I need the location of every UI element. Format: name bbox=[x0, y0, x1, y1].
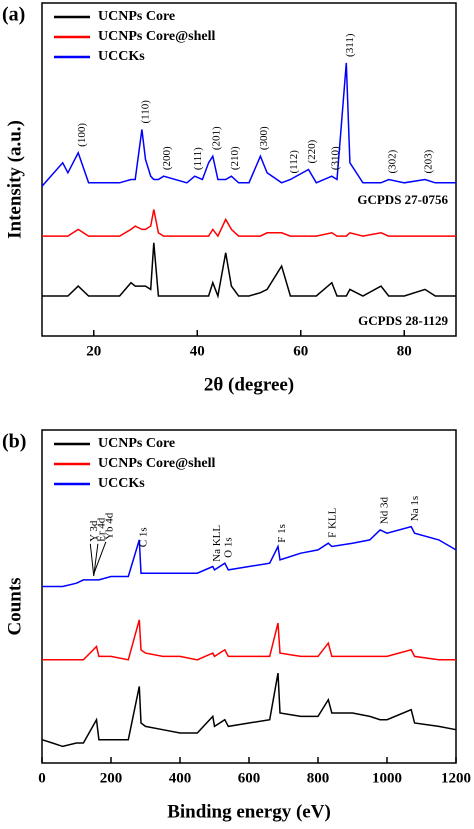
x-tick-label: 20 bbox=[86, 343, 101, 359]
series-line bbox=[42, 525, 457, 588]
peak-label: Y 3d bbox=[88, 520, 100, 542]
peak-label: Er 4d bbox=[95, 517, 107, 542]
peak-label: Na 1s bbox=[409, 496, 421, 521]
x-axis-title: Binding energy (eV) bbox=[167, 801, 331, 822]
series-line bbox=[41, 672, 457, 748]
legend-label: UCCKs bbox=[98, 49, 145, 64]
plot-frame bbox=[41, 2, 457, 337]
peak-label: (300) bbox=[258, 126, 270, 150]
peak-label: (311) bbox=[344, 33, 356, 57]
peak-label: C 1s bbox=[138, 527, 150, 547]
x-tick-label: 0 bbox=[38, 770, 46, 786]
peak-label: Yb 4d bbox=[103, 512, 115, 540]
legend-label: UCNPs Core bbox=[98, 9, 175, 24]
annotation-arrow bbox=[93, 541, 107, 575]
peak-label: (310) bbox=[329, 146, 341, 170]
x-tick-label: 60 bbox=[293, 343, 308, 359]
x-tick-label: 800 bbox=[307, 770, 330, 786]
peak-label: (203) bbox=[422, 149, 434, 173]
x-axis-title: 2θ (degree) bbox=[204, 374, 294, 395]
peak-label: O 1s bbox=[223, 537, 235, 557]
series-line bbox=[42, 619, 456, 661]
y-axis-title: Intensity (a.u.) bbox=[4, 120, 25, 239]
x-tick-label: 400 bbox=[169, 770, 192, 786]
peak-label: (200) bbox=[161, 146, 173, 170]
x-tick-label: 200 bbox=[100, 770, 123, 786]
peak-label: (220) bbox=[306, 139, 318, 163]
series-line bbox=[42, 209, 456, 238]
x-tick-label: 1000 bbox=[372, 770, 402, 786]
peak-label: F KLL bbox=[327, 507, 339, 538]
x-tick-label: 600 bbox=[238, 770, 261, 786]
reference-card: GCPDS 27-0756 bbox=[357, 192, 448, 207]
peak-label: (112) bbox=[288, 150, 300, 174]
peak-label: (100) bbox=[76, 123, 88, 147]
legend-label: UCNPs Core@shell bbox=[98, 29, 215, 44]
peak-label: (111) bbox=[192, 147, 204, 170]
legend-label: UCNPs Core@shell bbox=[98, 456, 215, 471]
peak-label: F 1s bbox=[276, 524, 288, 543]
x-tick-label: 1200 bbox=[441, 770, 471, 786]
panel-label: (a) bbox=[2, 4, 25, 26]
y-axis-title: Counts bbox=[4, 577, 25, 635]
x-tick-label: 40 bbox=[190, 343, 205, 359]
panel-label: (b) bbox=[2, 431, 26, 453]
annotation-arrow bbox=[89, 543, 95, 576]
peak-label: (110) bbox=[139, 100, 151, 124]
peak-label: (302) bbox=[386, 149, 398, 173]
annotation-arrow bbox=[93, 543, 99, 576]
legend-label: UCNPs Core bbox=[98, 436, 175, 451]
peak-label: (210) bbox=[229, 146, 241, 170]
series-line bbox=[41, 62, 456, 187]
peak-label: (201) bbox=[210, 126, 222, 150]
x-tick-label: 80 bbox=[397, 343, 412, 359]
peak-label: Nd 3d bbox=[378, 497, 390, 525]
legend-label: UCCKs bbox=[98, 476, 145, 491]
series-line bbox=[42, 242, 456, 299]
reference-card: GCPDS 28-1129 bbox=[358, 313, 448, 328]
peak-label: Na KLL bbox=[211, 525, 223, 562]
